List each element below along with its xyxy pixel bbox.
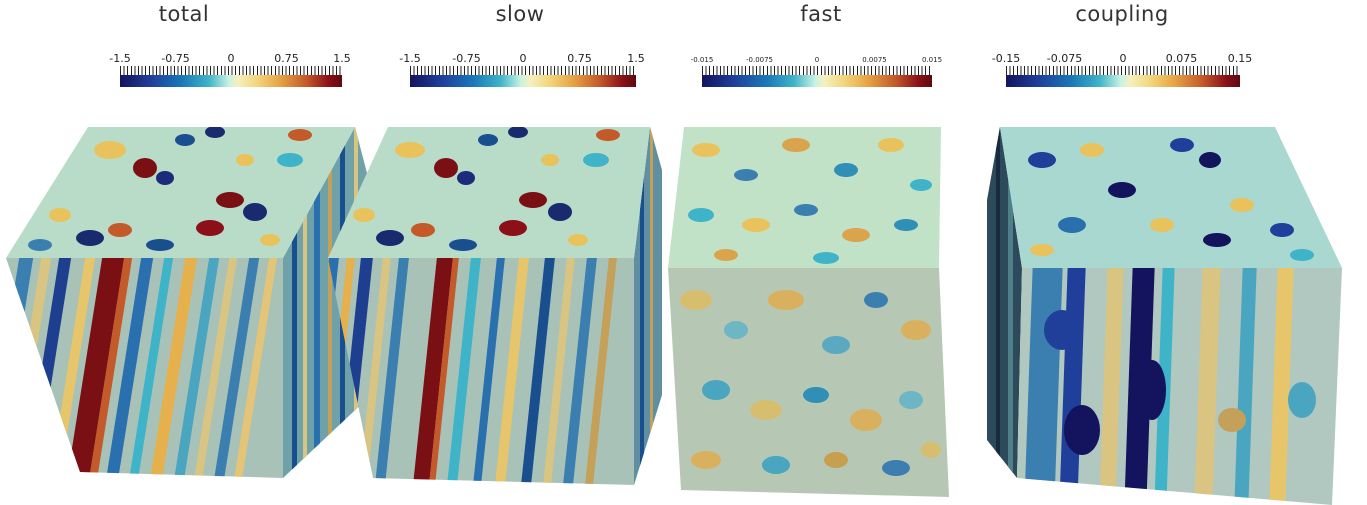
cube-top-face — [328, 127, 650, 258]
tick-label: 0 — [519, 52, 527, 65]
cube-render — [6, 127, 368, 478]
colorbar-gradient — [120, 75, 342, 87]
tick-label: -0.0075 — [745, 56, 774, 64]
tick-label: 0.75 — [274, 52, 299, 65]
tick-label: -0.075 — [1046, 52, 1083, 65]
tick-label: -0.75 — [452, 52, 481, 65]
colorbar-gradient — [410, 75, 636, 87]
colorbar-gradient — [1006, 75, 1240, 87]
panel-slow: slow -1.5 -0.75 0 0.75 1.5 — [328, 0, 672, 505]
colorbar-tick-labels: -0.15 -0.075 0 0.075 0.15 — [992, 52, 1252, 66]
tick-label: 0 — [814, 56, 820, 64]
tick-label: 0.0075 — [862, 56, 887, 64]
tick-label: -0.015 — [690, 56, 714, 64]
colorbar-tick-labels: -1.5 -0.75 0 0.75 1.5 — [109, 52, 350, 66]
tick-label: 1.5 — [333, 52, 351, 65]
tick-label: -1.5 — [109, 52, 131, 65]
tick-label: 0.075 — [1165, 52, 1198, 65]
cube-render — [328, 127, 662, 485]
panel-title: coupling — [1075, 2, 1169, 26]
panel-fast: fast -0.015 -0.0075 0 0.0075 0.015 — [666, 0, 976, 505]
tick-label: 0.015 — [921, 56, 943, 64]
colorbar-ticks — [1006, 66, 1240, 75]
panel-title: total — [158, 2, 210, 26]
panel-title: fast — [800, 2, 842, 26]
tick-label: -0.75 — [161, 52, 190, 65]
cube-front-face — [1017, 268, 1342, 505]
tick-label: 1.5 — [627, 52, 645, 65]
cube-front-face — [6, 258, 283, 478]
colorbar-gradient — [702, 75, 932, 87]
tick-label: 0 — [227, 52, 235, 65]
colorbar-tick-labels: -1.5 -0.75 0 0.75 1.5 — [399, 52, 644, 66]
panel-total: total -1.5 -0.75 0 0.75 1.5 — [0, 0, 368, 505]
panel-title: slow — [495, 2, 545, 26]
tick-label: -0.15 — [991, 52, 1021, 65]
colorbar-tick-labels: -0.015 -0.0075 0 0.0075 0.015 — [691, 56, 942, 70]
cube-top-face — [668, 127, 941, 268]
tick-label: 0.15 — [1227, 52, 1253, 65]
tick-label: -1.5 — [399, 52, 421, 65]
cube-top-face — [1000, 127, 1342, 268]
colorbar-ticks — [120, 66, 342, 75]
cube-render — [987, 127, 1342, 505]
cube-front-face — [668, 268, 949, 497]
tick-label: 0 — [1119, 52, 1127, 65]
cube-front-face — [328, 258, 634, 485]
colorbar-ticks — [702, 66, 932, 75]
tick-label: 0.75 — [567, 52, 592, 65]
colorbar-ticks — [410, 66, 636, 75]
cube-render — [668, 127, 949, 497]
panel-coupling: coupling -0.15 -0.075 0 0.075 0.15 — [982, 0, 1367, 505]
